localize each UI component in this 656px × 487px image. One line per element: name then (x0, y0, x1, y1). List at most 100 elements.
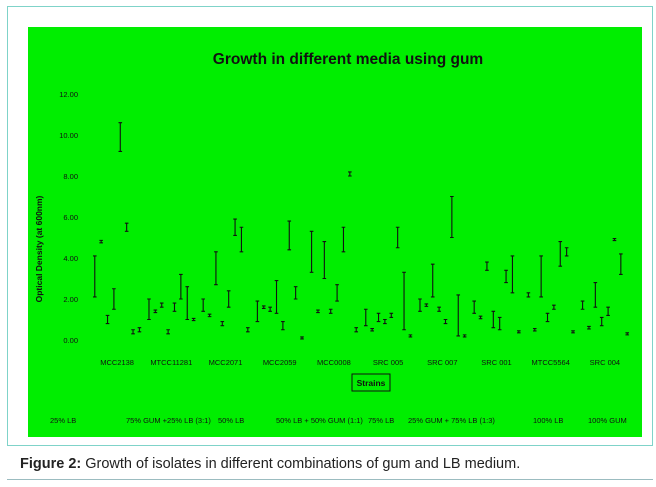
error-bar (322, 241, 327, 280)
x-category-label: MCC2071 (209, 358, 243, 367)
error-bar (159, 302, 164, 308)
error-bar (450, 195, 454, 239)
error-bar (354, 327, 359, 333)
error-bar (389, 312, 394, 318)
y-tick-label: 4.00 (63, 254, 78, 263)
error-bar (395, 226, 400, 249)
error-bar (166, 329, 170, 335)
legend-item: 50% LB (218, 416, 244, 425)
x-axis-categories: MCC2138 MTCC11281 MCC2071 MCC2059 MCC0008 SRC… (100, 358, 620, 367)
y-tick-label: 12.00 (59, 90, 78, 99)
x-axis-label-box (351, 373, 391, 392)
error-bar (220, 321, 225, 327)
x-category-label: MCC2059 (263, 358, 297, 367)
error-bars (92, 122, 630, 340)
legend-item: 50% LB + 50% GUM (1:1) (276, 416, 363, 425)
x-category-label: SRC 005 (373, 358, 403, 367)
error-bar (118, 122, 123, 152)
error-bar (424, 303, 429, 307)
y-tick-label: 10.00 (59, 131, 78, 140)
error-bar (456, 294, 461, 337)
error-bar (408, 334, 413, 338)
error-bar (504, 269, 508, 284)
error-bar (239, 226, 244, 253)
error-bar (328, 308, 333, 314)
error-bar (233, 218, 237, 236)
plot-background (28, 27, 642, 437)
error-bar (214, 251, 218, 286)
error-bar (402, 271, 406, 331)
y-axis-ticks: 0.00 2.00 4.00 6.00 8.00 10.00 12.00 (59, 90, 78, 345)
error-bar (179, 273, 183, 300)
error-bar (281, 321, 285, 331)
figure-caption: Figure 2: Growth of isolates in differen… (20, 456, 656, 472)
error-bar (383, 318, 387, 325)
error-bar (287, 220, 292, 251)
x-category-label: MCC0008 (317, 358, 351, 367)
chart-title: Growth in different media using gum (213, 51, 483, 68)
legend-item: 25% LB (50, 416, 76, 425)
error-bar (246, 327, 250, 333)
error-bar (255, 300, 260, 323)
error-bar (599, 316, 604, 327)
error-bar (268, 306, 272, 312)
error-bar (517, 330, 521, 334)
error-bar (539, 255, 543, 298)
error-bar (625, 332, 630, 336)
error-bar (147, 298, 151, 321)
error-bar (491, 310, 496, 329)
error-bar (612, 237, 617, 242)
error-bar (472, 300, 476, 314)
error-bar (131, 329, 135, 335)
error-bar (571, 330, 575, 334)
error-bar (363, 308, 368, 327)
error-bar (191, 317, 196, 322)
error-bar (348, 171, 352, 177)
bottom-rule (7, 479, 653, 480)
y-axis-label: Optical Density (at 600nm) (34, 195, 44, 302)
error-bar (99, 239, 103, 244)
error-bar (462, 334, 467, 338)
x-category-label: SRC 001 (481, 358, 511, 367)
error-bar (545, 312, 550, 323)
error-bar (532, 327, 537, 332)
error-bar (478, 315, 483, 320)
error-bar (430, 263, 435, 298)
figure-frame: Growth in different media using gum 0.00… (7, 6, 653, 446)
error-bar (137, 327, 142, 333)
error-bar (293, 286, 298, 300)
error-bar (207, 313, 212, 318)
error-bar (376, 312, 381, 323)
error-bar (510, 255, 515, 294)
x-category-label: SRC 007 (427, 358, 457, 367)
error-bar (261, 305, 266, 309)
error-bar (316, 309, 320, 314)
error-bar (92, 255, 97, 298)
legend-item: 100% LB (533, 416, 563, 425)
x-axis-label: Strains (357, 378, 386, 388)
error-bar (619, 253, 623, 275)
error-bar (552, 304, 556, 310)
error-bar (437, 306, 441, 312)
caption-text: Growth of isolates in different combinat… (81, 456, 521, 472)
error-bar (564, 247, 569, 257)
error-bar (300, 336, 304, 340)
error-bar (226, 290, 231, 308)
y-tick-label: 6.00 (63, 213, 78, 222)
error-bar (341, 226, 346, 253)
chart: Growth in different media using gum 0.00… (28, 27, 642, 437)
error-bar (201, 298, 205, 312)
error-bar (172, 302, 177, 312)
caption-label: Figure 2: (20, 456, 82, 472)
legend-item: 75% GUM +25% LB (3:1) (126, 416, 211, 425)
x-category-label: MTCC11281 (150, 358, 192, 367)
error-bar (105, 314, 110, 325)
legend: 25% LB 75% GUM +25% LB (3:1) 50% LB 50% LB … (50, 416, 627, 425)
x-category-label: MCC2138 (100, 358, 134, 367)
y-tick-label: 2.00 (63, 295, 78, 304)
error-bar (526, 292, 531, 298)
legend-item: 75% LB (368, 416, 394, 425)
error-bar (593, 282, 598, 308)
error-bar (418, 298, 422, 312)
error-bar (497, 316, 502, 331)
